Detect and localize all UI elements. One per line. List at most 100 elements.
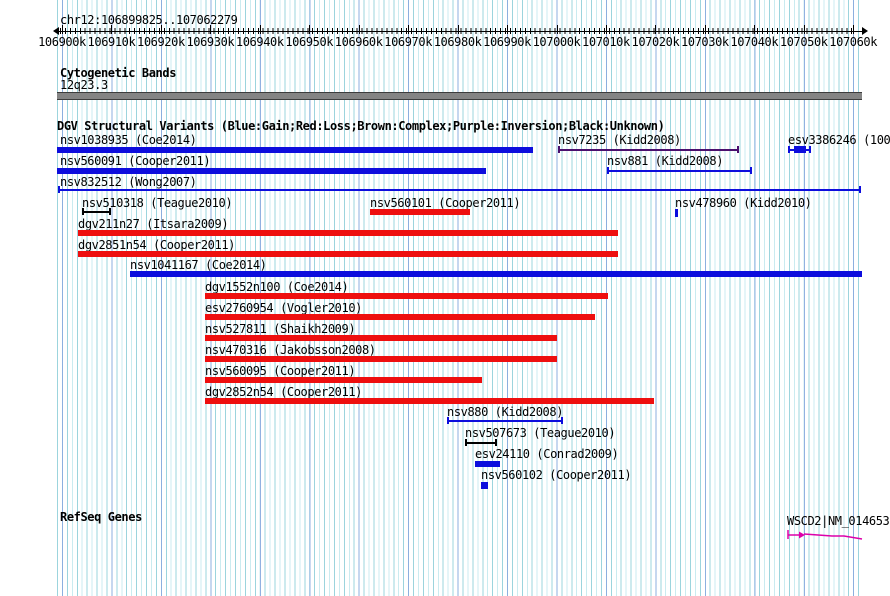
cytoband-section-title: Cytogenetic Bands xyxy=(60,66,177,80)
range-right-cap xyxy=(109,208,111,215)
ruler-left-arrow-icon xyxy=(53,27,59,35)
range-right-cap xyxy=(737,146,739,153)
ruler-major-tick xyxy=(111,25,113,34)
ruler-tick-label: 107040k xyxy=(730,35,779,49)
nsv1041167-label[interactable]: nsv1041167 (Coe2014) xyxy=(130,258,267,272)
ruler-major-tick xyxy=(358,25,360,34)
ruler-tick-label: 107020k xyxy=(631,35,680,49)
nsv1038935-label[interactable]: nsv1038935 (Coe2014) xyxy=(60,133,197,147)
dgv2851n54-label[interactable]: dgv2851n54 (Cooper2011) xyxy=(78,238,235,252)
ruler-tick-label: 107030k xyxy=(680,35,729,49)
region-title: chr12:106899825..107062279 xyxy=(60,13,238,27)
range-line xyxy=(82,211,111,213)
ruler-tick-label: 106920k xyxy=(137,35,185,49)
ruler-tick-label: 106960k xyxy=(334,35,383,49)
ruler-major-tick xyxy=(704,25,706,34)
dgv211n27-label[interactable]: dgv211n27 (Itsara2009) xyxy=(78,217,229,231)
nsv560095-label[interactable]: nsv560095 (Cooper2011) xyxy=(205,364,356,378)
nsv510318-label[interactable]: nsv510318 (Teague2010) xyxy=(82,196,233,210)
nsv7235-glyph[interactable] xyxy=(558,146,739,153)
dgv1552n100-label[interactable]: dgv1552n100 (Coe2014) xyxy=(205,280,349,294)
nsv832512-glyph[interactable] xyxy=(58,186,861,193)
nsv510318-glyph[interactable] xyxy=(82,208,111,215)
dgv2851n54-glyph[interactable] xyxy=(78,251,618,257)
range-right-cap xyxy=(561,417,563,424)
ruler-major-tick xyxy=(853,25,855,34)
esv24110-glyph[interactable] xyxy=(475,461,500,467)
range-left-cap xyxy=(788,146,790,153)
gene-strand-arrow-icon xyxy=(799,531,805,539)
ruler-tick-label: 106970k xyxy=(384,35,433,49)
nsv478960-glyph[interactable] xyxy=(675,209,678,217)
nsv470316-label[interactable]: nsv470316 (Jakobsson2008) xyxy=(205,343,376,357)
nsv470316-glyph[interactable] xyxy=(205,356,557,362)
ruler-major-tick xyxy=(655,25,657,34)
nsv527811-glyph[interactable] xyxy=(205,335,557,341)
wscd2-label[interactable]: WSCD2|NM_014653 xyxy=(787,514,890,528)
ruler-major-tick xyxy=(408,25,410,34)
ruler-tick-label: 106940k xyxy=(235,35,284,49)
range-right-cap xyxy=(809,146,811,153)
ruler-tick-label: 106930k xyxy=(186,35,235,49)
range-left-cap xyxy=(447,417,449,424)
range-line xyxy=(58,189,861,191)
nsv832512-label[interactable]: nsv832512 (Wong2007) xyxy=(60,175,197,189)
ruler-major-tick xyxy=(62,25,63,34)
ruler-tick-label: 107000k xyxy=(532,35,581,49)
range-left-cap xyxy=(58,186,60,193)
nsv560102-glyph[interactable] xyxy=(481,482,488,489)
range-left-cap xyxy=(558,146,560,153)
dgv1552n100-glyph[interactable] xyxy=(205,293,608,299)
range-line xyxy=(558,149,739,151)
esv2760954-glyph[interactable] xyxy=(205,314,595,320)
ruler-tick-label: 106900k xyxy=(38,35,86,49)
ruler-tick-label: 107010k xyxy=(582,35,630,49)
nsv507673-label[interactable]: nsv507673 (Teague2010) xyxy=(465,426,616,440)
nsv507673-glyph[interactable] xyxy=(465,439,497,446)
range-right-cap xyxy=(750,167,752,174)
dgv2852n54-glyph[interactable] xyxy=(205,398,654,404)
ruler-major-tick xyxy=(754,25,756,34)
nsv478960-label[interactable]: nsv478960 (Kidd2010) xyxy=(675,196,812,210)
ruler-tick-label: 106910k xyxy=(87,35,136,49)
range-right-cap xyxy=(495,439,497,446)
ruler-tick-label: 107050k xyxy=(779,35,828,49)
ruler-major-tick xyxy=(210,25,212,34)
ruler-major-tick xyxy=(160,25,162,34)
nsv881-glyph[interactable] xyxy=(607,167,752,174)
nsv1041167-glyph[interactable] xyxy=(130,271,862,277)
nsv880-glyph[interactable] xyxy=(447,417,563,424)
range-left-cap xyxy=(82,208,84,215)
nsv880-label[interactable]: nsv880 (Kidd2008) xyxy=(447,405,564,419)
nsv560101-label[interactable]: nsv560101 (Cooper2011) xyxy=(370,196,521,210)
nsv7235-label[interactable]: nsv7235 (Kidd2008) xyxy=(558,133,681,147)
esv3386246-glyph[interactable] xyxy=(788,146,811,153)
nsv527811-label[interactable]: nsv527811 (Shaikh2009) xyxy=(205,322,356,336)
ruler-major-tick xyxy=(803,25,805,34)
nsv881-label[interactable]: nsv881 (Kidd2008) xyxy=(607,154,724,168)
range-right-cap xyxy=(859,186,861,193)
range-line xyxy=(607,170,752,172)
ruler-major-tick xyxy=(457,25,459,34)
dgv211n27-glyph[interactable] xyxy=(78,230,618,236)
ruler-major-tick xyxy=(259,25,261,34)
range-line xyxy=(447,420,563,422)
wscd2-gene-glyph[interactable] xyxy=(786,529,866,543)
range-left-cap xyxy=(465,439,467,446)
nsv560102-label[interactable]: nsv560102 (Cooper2011) xyxy=(481,468,632,482)
ruler-major-tick xyxy=(309,25,311,34)
nsv560091-glyph[interactable] xyxy=(57,168,486,174)
exon-box xyxy=(794,146,806,153)
ruler-tick-label: 107060k xyxy=(829,35,878,49)
nsv560101-glyph[interactable] xyxy=(370,209,470,215)
nsv560095-glyph[interactable] xyxy=(205,377,482,383)
dgv2852n54-label[interactable]: dgv2852n54 (Cooper2011) xyxy=(205,385,362,399)
ruler-tick-label: 106990k xyxy=(483,35,531,49)
nsv560091-label[interactable]: nsv560091 (Cooper2011) xyxy=(60,154,211,168)
cytoband-bar[interactable] xyxy=(57,92,862,100)
esv24110-label[interactable]: esv24110 (Conrad2009) xyxy=(475,447,619,461)
nsv1038935-glyph[interactable] xyxy=(57,147,533,153)
esv3386246-label[interactable]: esv3386246 (1000 xyxy=(788,133,890,147)
esv2760954-label[interactable]: esv2760954 (Vogler2010) xyxy=(205,301,362,315)
